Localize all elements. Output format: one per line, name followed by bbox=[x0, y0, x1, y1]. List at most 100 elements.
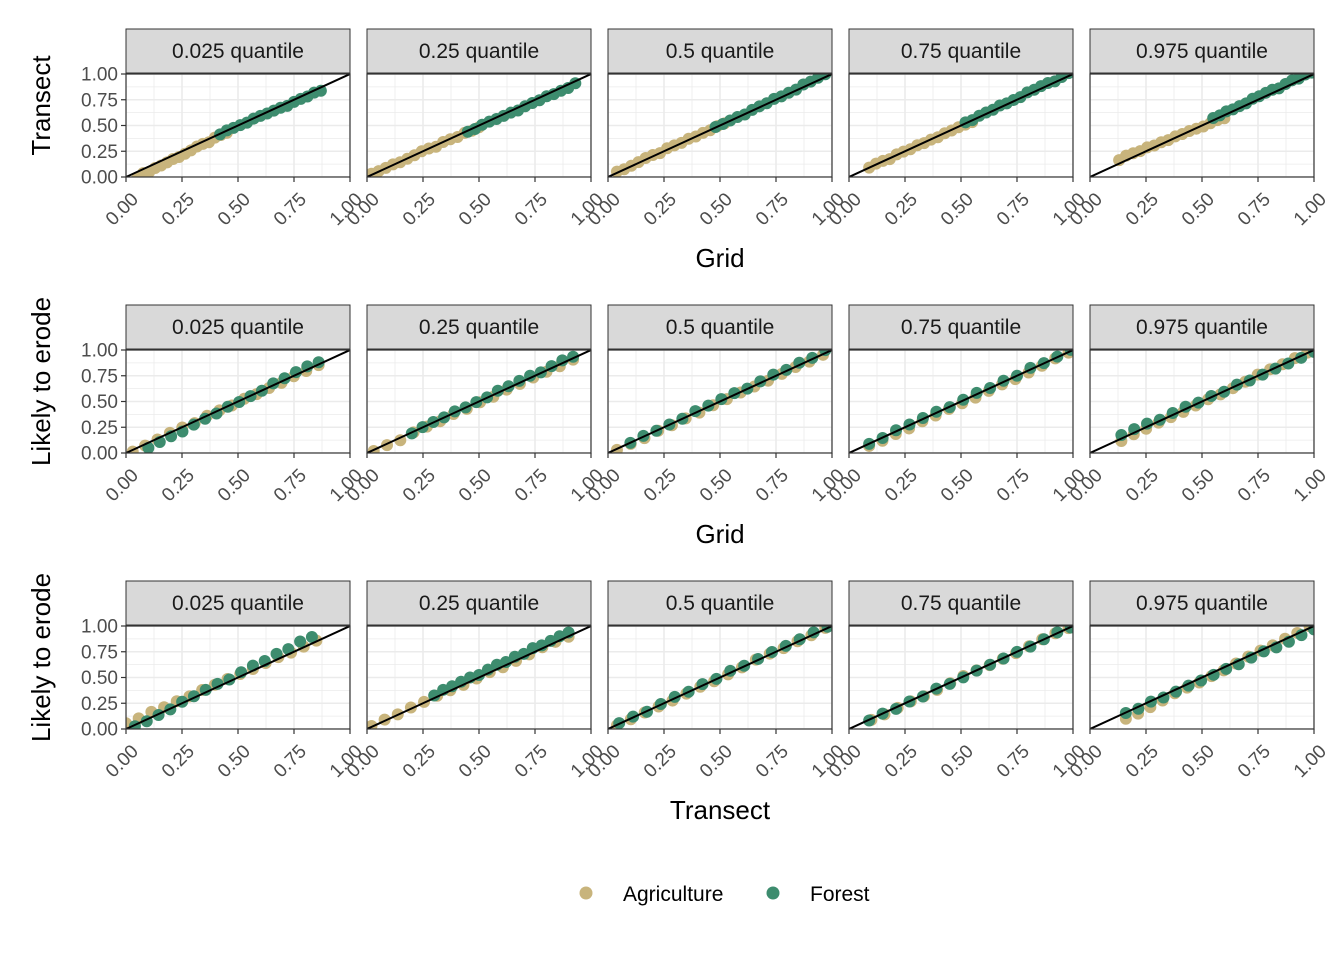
x-tick-label: 0.75 bbox=[270, 741, 311, 782]
facet-label: 0.5 quantile bbox=[666, 592, 775, 615]
x-tick-label: 0.25 bbox=[399, 189, 440, 230]
legend-key-agriculture bbox=[579, 886, 593, 900]
facet-label: 0.975 quantile bbox=[1136, 592, 1268, 615]
reference-line bbox=[849, 626, 1073, 729]
x-tick-label: 0.75 bbox=[993, 465, 1034, 506]
gridlines bbox=[1090, 350, 1314, 453]
y-tick-label: 0.75 bbox=[81, 366, 118, 387]
x-axis-title: Grid bbox=[695, 519, 744, 549]
x-tick-label: 0.75 bbox=[752, 465, 793, 506]
facet-strip bbox=[1089, 304, 1315, 350]
x-tick-label: 0.75 bbox=[511, 465, 552, 506]
reference-line bbox=[1090, 350, 1314, 453]
reference-line bbox=[367, 74, 591, 177]
y-tick-label: 0.25 bbox=[81, 694, 118, 715]
panel: 0.025 quantile 0.00 0.25 0.50 0.75 1.00 0.00 0.… bbox=[81, 580, 367, 782]
facet-strip bbox=[607, 28, 833, 74]
y-tick-label: 0.50 bbox=[81, 668, 118, 689]
facet-label: 0.5 quantile bbox=[666, 40, 775, 63]
x-tick-label: 0.75 bbox=[752, 189, 793, 230]
x-tick-label: 0.50 bbox=[1178, 741, 1219, 782]
facet-label: 0.025 quantile bbox=[172, 316, 304, 339]
x-tick-label: 0.25 bbox=[399, 465, 440, 506]
x-tick-label: 0.50 bbox=[1178, 189, 1219, 230]
point-forest bbox=[305, 630, 318, 643]
facet-strip bbox=[125, 580, 351, 626]
facet-label: 0.025 quantile bbox=[172, 40, 304, 63]
facet-label: 0.5 quantile bbox=[666, 316, 775, 339]
x-tick-label: 0.50 bbox=[696, 465, 737, 506]
x-tick-label: 0.50 bbox=[696, 189, 737, 230]
y-tick-label: 0.75 bbox=[81, 642, 118, 663]
reference-line bbox=[126, 74, 350, 177]
point-forest bbox=[556, 354, 569, 367]
x-tick-label: 0.00 bbox=[102, 189, 143, 230]
reference-line bbox=[608, 626, 832, 729]
y-tick-label: 0.25 bbox=[81, 418, 118, 439]
x-tick-label: 0.50 bbox=[214, 189, 255, 230]
x-tick-label: 0.25 bbox=[1122, 189, 1163, 230]
x-tick-label: 0.25 bbox=[640, 189, 681, 230]
x-tick-label: 0.25 bbox=[158, 741, 199, 782]
reference-line bbox=[126, 350, 350, 453]
point-forest bbox=[517, 647, 530, 660]
gridlines bbox=[849, 74, 1073, 177]
points bbox=[1119, 626, 1314, 725]
legend-label-agriculture: Agriculture bbox=[623, 883, 723, 906]
facet-strip bbox=[848, 580, 1074, 626]
point-forest bbox=[535, 639, 548, 652]
x-tick-label: 1.00 bbox=[1290, 189, 1331, 230]
y-axis-title: Likely to erode bbox=[26, 573, 56, 742]
point-forest bbox=[187, 418, 200, 431]
y-tick-label: 0.00 bbox=[81, 444, 118, 465]
legend-key-forest bbox=[766, 886, 780, 900]
x-tick-label: 0.75 bbox=[511, 189, 552, 230]
reference-line bbox=[367, 350, 591, 453]
facet-strip bbox=[366, 28, 592, 74]
reference-line bbox=[608, 74, 832, 177]
x-tick-label: 0.75 bbox=[270, 189, 311, 230]
y-tick-label: 1.00 bbox=[81, 65, 118, 86]
x-tick-label: 0.75 bbox=[270, 465, 311, 506]
y-tick-label: 0.00 bbox=[81, 168, 118, 189]
legend-label-forest: Forest bbox=[810, 883, 870, 906]
facet-row-2: 0.025 quantile 0.00 0.25 0.50 0.75 1.00 0.00 0.… bbox=[26, 297, 1331, 549]
x-tick-label: 0.25 bbox=[640, 465, 681, 506]
point-forest bbox=[1141, 417, 1154, 430]
facet-strip bbox=[607, 304, 833, 350]
gridlines bbox=[608, 74, 832, 177]
panel: 0.025 quantile 0.00 0.25 0.50 0.75 1.00 0.00 0.… bbox=[81, 28, 367, 230]
x-tick-label: 0.25 bbox=[881, 741, 922, 782]
x-tick-label: 0.50 bbox=[1178, 465, 1219, 506]
legend: Agriculture Forest bbox=[579, 883, 870, 906]
x-tick-label: 0.25 bbox=[881, 189, 922, 230]
x-tick-label: 1.00 bbox=[1290, 465, 1331, 506]
y-tick-label: 1.00 bbox=[81, 617, 118, 638]
facet-strip bbox=[607, 580, 833, 626]
x-tick-label: 0.75 bbox=[993, 189, 1034, 230]
x-tick-label: 0.25 bbox=[158, 465, 199, 506]
facet-label: 0.025 quantile bbox=[172, 592, 304, 615]
facet-strip bbox=[366, 304, 592, 350]
x-tick-label: 0.75 bbox=[1234, 189, 1275, 230]
y-tick-label: 0.75 bbox=[81, 90, 118, 111]
x-tick-label: 0.50 bbox=[455, 189, 496, 230]
x-tick-label: 0.25 bbox=[640, 741, 681, 782]
y-tick-label: 0.50 bbox=[81, 116, 118, 137]
x-tick-label: 0.25 bbox=[399, 741, 440, 782]
y-tick-label: 1.00 bbox=[81, 341, 118, 362]
x-tick-label: 0.25 bbox=[1122, 741, 1163, 782]
y-axis-title: Likely to erode bbox=[26, 297, 56, 466]
x-tick-label: 0.75 bbox=[1234, 741, 1275, 782]
facet-label: 0.975 quantile bbox=[1136, 316, 1268, 339]
y-tick-label: 0.50 bbox=[81, 392, 118, 413]
